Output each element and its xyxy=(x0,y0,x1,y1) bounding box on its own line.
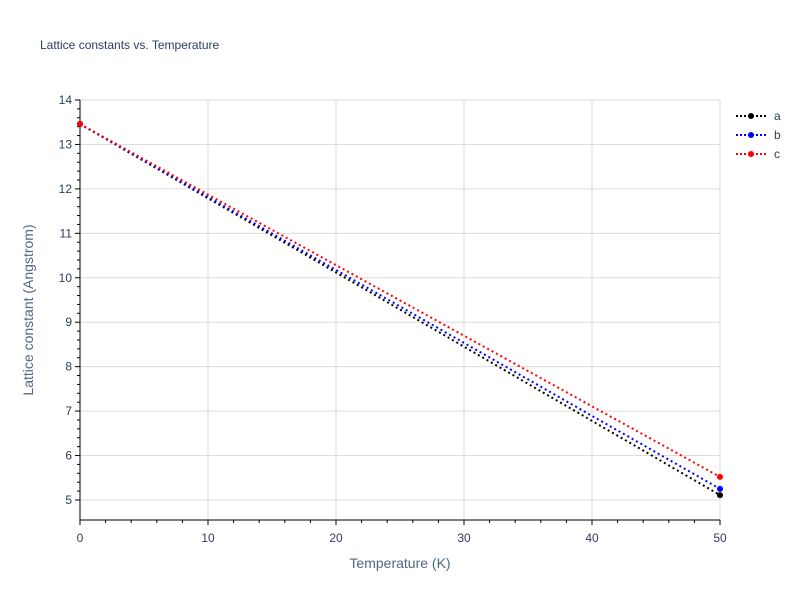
svg-text:Lattice constant (Angstrom): Lattice constant (Angstrom) xyxy=(20,224,36,395)
svg-text:7: 7 xyxy=(65,404,72,418)
svg-text:6: 6 xyxy=(65,449,72,463)
svg-text:11: 11 xyxy=(60,226,73,240)
svg-text:9: 9 xyxy=(65,315,72,329)
svg-text:12: 12 xyxy=(59,182,73,196)
svg-text:30: 30 xyxy=(457,531,471,545)
svg-text:50: 50 xyxy=(713,531,727,545)
legend-marker-b-icon xyxy=(736,131,766,138)
svg-text:8: 8 xyxy=(65,360,72,374)
svg-text:Temperature (K): Temperature (K) xyxy=(349,555,450,571)
svg-text:40: 40 xyxy=(585,531,599,545)
legend-marker-a-icon xyxy=(736,112,766,119)
svg-text:5: 5 xyxy=(65,493,72,507)
legend-label-b: b xyxy=(774,127,781,142)
svg-text:20: 20 xyxy=(329,531,343,545)
legend-item-b[interactable]: b xyxy=(736,125,781,144)
chart-title: Lattice constants vs. Temperature xyxy=(40,38,220,52)
legend[interactable]: a b c xyxy=(736,106,781,163)
svg-text:10: 10 xyxy=(201,531,215,545)
svg-text:13: 13 xyxy=(59,137,73,151)
legend-label-a: a xyxy=(774,108,781,123)
legend-label-c: c xyxy=(774,146,780,161)
svg-text:0: 0 xyxy=(77,531,84,545)
legend-item-c[interactable]: c xyxy=(736,144,781,163)
legend-item-a[interactable]: a xyxy=(736,106,781,125)
svg-text:14: 14 xyxy=(59,93,73,107)
svg-text:10: 10 xyxy=(59,271,73,285)
legend-marker-c-icon xyxy=(736,150,766,157)
